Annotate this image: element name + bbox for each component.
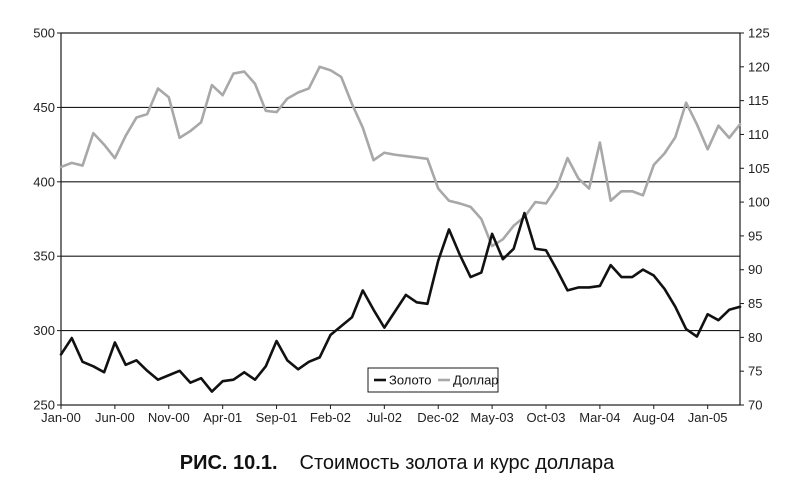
x-tick-label: Jan-05 — [688, 410, 728, 425]
legend: Золото Доллар — [367, 367, 499, 393]
series-lines — [59, 65, 742, 393]
y-right-tick-label: 75 — [748, 364, 762, 379]
tick-labels: 250 300 350 400 450 500 70 75 80 85 90 95 100 105 110 1… — [33, 26, 769, 426]
y-right-tick-label: 120 — [748, 59, 770, 74]
x-tick-label: May-03 — [470, 410, 513, 425]
y-left-tick-label: 300 — [33, 323, 55, 338]
y-right-tick-label: 115 — [748, 93, 769, 108]
y-right-tick-label: 70 — [748, 398, 762, 413]
series-line-dollar — [59, 65, 742, 248]
y-right-tick-label: 95 — [748, 228, 762, 243]
chart: 250 300 350 400 450 500 70 75 80 85 90 95 100 105 110 1… — [33, 26, 769, 426]
x-tick-label: Jul-02 — [367, 410, 402, 425]
x-tick-label: Jun-00 — [95, 410, 135, 425]
y-left-tick-label: 350 — [33, 249, 55, 264]
axes — [57, 32, 744, 409]
x-tick-label: Apr-01 — [203, 410, 242, 425]
caption-text: Стоимость золота и курс доллара — [299, 452, 615, 474]
y-left-tick-label: 500 — [33, 26, 55, 41]
x-tick-label: Mar-04 — [579, 410, 620, 425]
gridlines — [61, 106, 740, 332]
caption-figure-number: РИС. 10.1. — [179, 452, 278, 474]
y-left-tick-label: 400 — [33, 174, 55, 189]
y-left-tick-label: 450 — [33, 100, 55, 115]
y-right-tick-label: 100 — [748, 195, 770, 210]
x-tick-label: Jan-00 — [41, 410, 81, 425]
y-right-tick-label: 85 — [748, 296, 762, 311]
x-tick-label: Dec-02 — [417, 410, 459, 425]
y-right-tick-label: 110 — [748, 127, 769, 142]
x-tick-label: Oct-03 — [526, 410, 565, 425]
y-right-tick-label: 105 — [748, 161, 770, 176]
y-right-tick-label: 80 — [748, 330, 762, 345]
figure-caption: РИС. 10.1. Стоимость золота и курс доллар… — [0, 452, 794, 475]
series-line-gold — [59, 211, 742, 393]
x-tick-label: Sep-01 — [256, 410, 298, 425]
x-tick-label: Aug-04 — [633, 410, 675, 425]
legend-label-gold: Золото — [389, 373, 432, 388]
y-left-tick-label: 250 — [33, 398, 55, 413]
legend-label-dollar: Доллар — [453, 373, 499, 388]
x-tick-label: Nov-00 — [148, 410, 190, 425]
x-tick-label: Feb-02 — [310, 410, 351, 425]
chart-svg: 250 300 350 400 450 500 70 75 80 85 90 95 100 105 110 1… — [33, 26, 769, 426]
plot-frame — [60, 32, 741, 406]
y-right-tick-label: 90 — [748, 262, 762, 277]
legend-box — [367, 367, 499, 393]
y-right-tick-label: 125 — [748, 26, 770, 41]
